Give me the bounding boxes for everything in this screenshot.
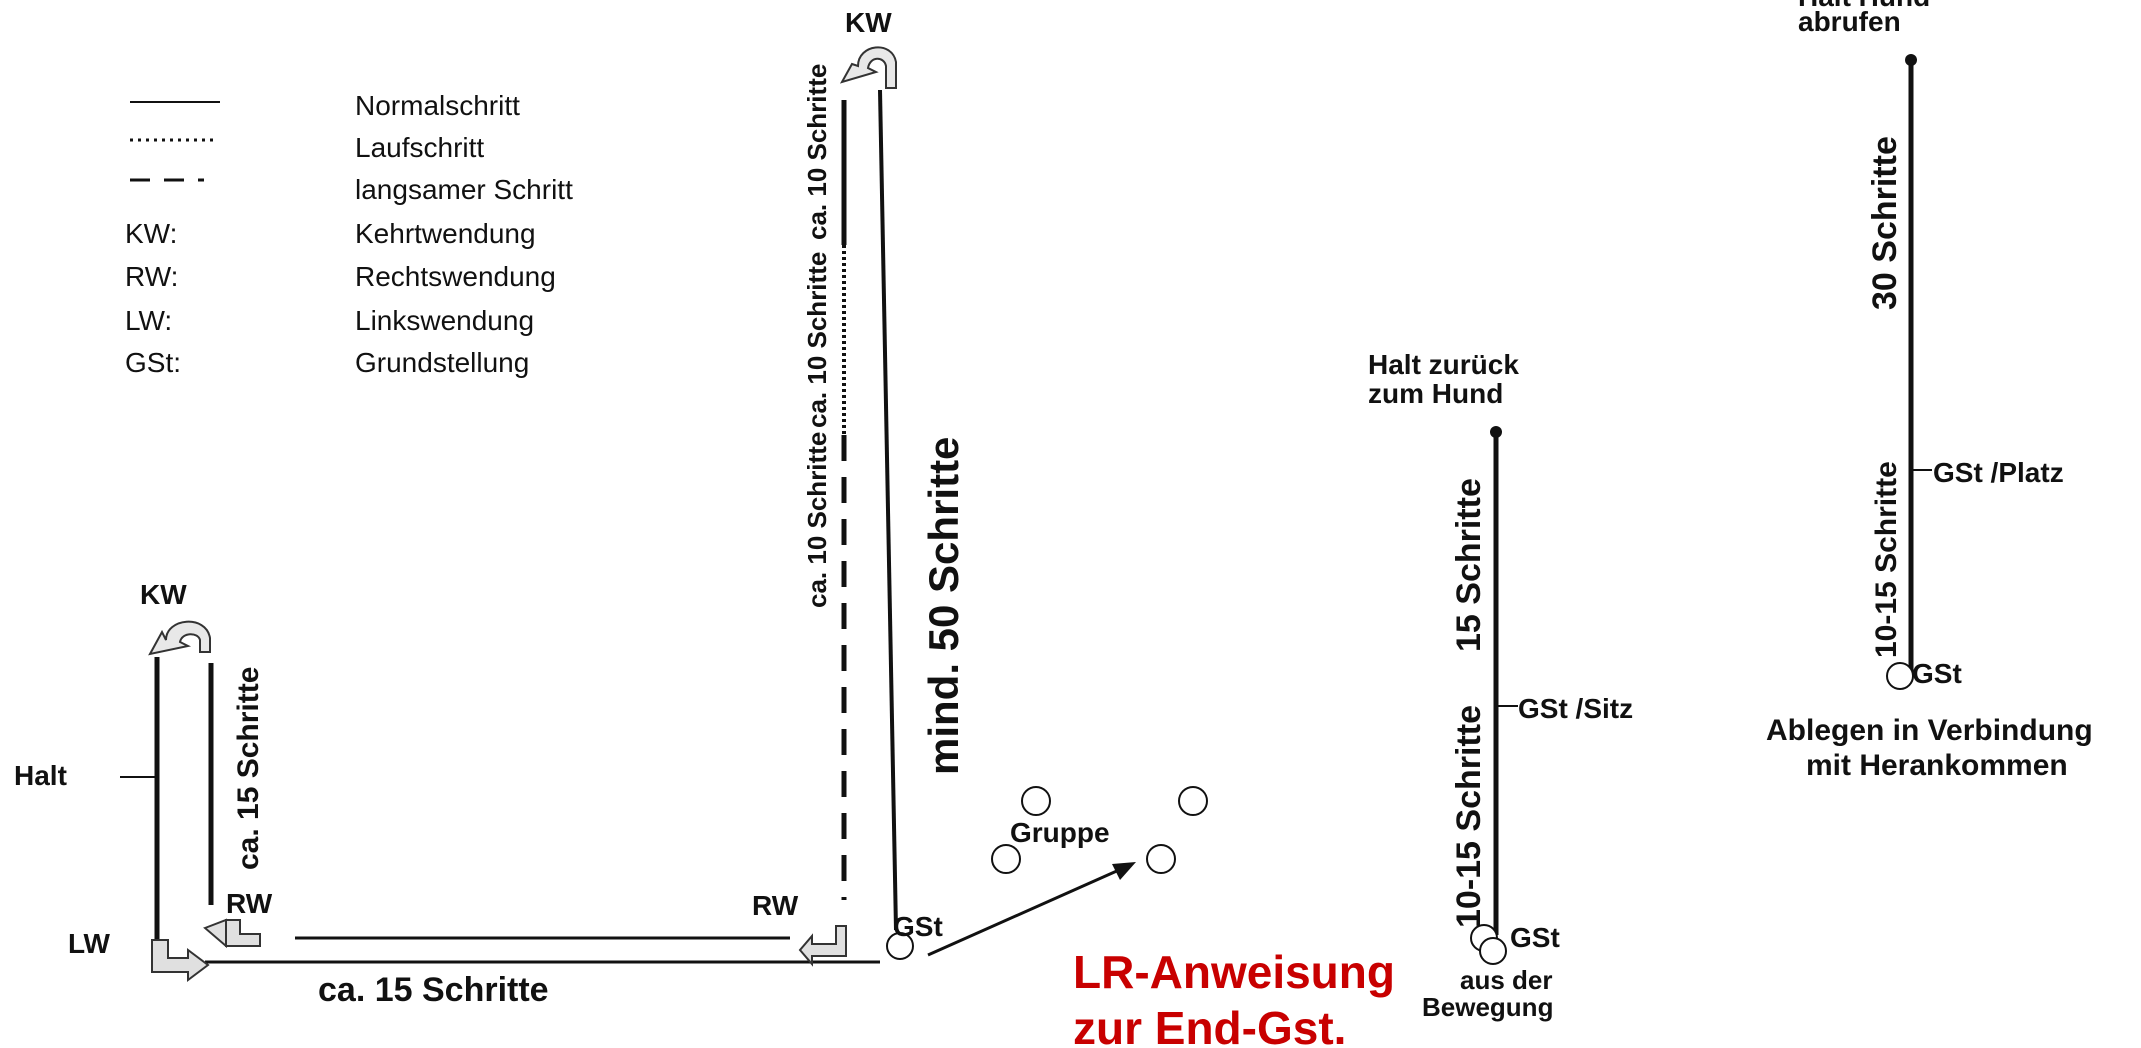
platz-top-line1: Halt Hund — [1798, 0, 1930, 12]
kw-top-label: KW — [845, 7, 892, 38]
ca15-left-label: ca. 15 Schritte — [232, 667, 265, 870]
platz-caption-line2: mit Herankommen — [1806, 749, 2068, 782]
sitz-gst-label: GSt — [1510, 922, 1560, 953]
main-long-line — [878, 89, 898, 931]
mind50-label: mind. 50 Schritte — [920, 437, 967, 775]
rw-mid-arrow-icon — [798, 925, 847, 967]
gst-platz-label: GSt /Platz — [1933, 457, 2064, 488]
ca15-bottom-label: ca. 15 Schritte — [318, 971, 549, 1009]
sitz-1015-label: 10-15 Schritte — [1450, 705, 1488, 928]
platz-diagram: Halt Hund abrufen GSt /Platz GSt 30 Schr… — [1766, 0, 2093, 782]
legend: Normalschritt Laufschritt langsamer Schr… — [125, 90, 573, 378]
gst-start-circle — [886, 932, 914, 960]
legend-langsamer-schritt: langsamer Schritt — [355, 174, 573, 205]
ca10-label-top: ca. 10 Schritte — [802, 64, 832, 240]
platz-gst-label: GSt — [1912, 658, 1962, 689]
group-arrow-line — [927, 864, 1129, 957]
sitz-top-line1: Halt zurück — [1368, 349, 1519, 380]
legend-rw-key: RW: — [125, 261, 178, 292]
ca10-label-middle: ca. 10 Schritte — [802, 252, 832, 428]
lr-note-line2: zur End-Gst. — [1073, 1002, 1346, 1048]
kw-left-label: KW — [140, 579, 187, 610]
group-arrow-head-icon — [1112, 862, 1136, 880]
platz-end-dot — [1905, 54, 1917, 66]
heel-course: KW KW LW RW RW Halt GSt Gruppe ca. 15 Sc… — [14, 7, 1208, 1009]
halt-label: Halt — [14, 760, 67, 791]
gst-sitz-label: GSt /Sitz — [1518, 693, 1633, 724]
sitz-end-dot — [1490, 426, 1502, 438]
group-person-circle — [1021, 786, 1051, 816]
ca10-label-bottom: ca. 10 Schritte — [802, 432, 832, 608]
rw-mid-label: RW — [752, 890, 799, 921]
platz-gst-circle — [1886, 662, 1914, 690]
rw-left-arrow-icon — [203, 918, 261, 949]
legend-lw-key: LW: — [125, 305, 172, 336]
platz-top-line2: abrufen — [1798, 6, 1901, 37]
sitz-diagram: Halt zurück zum Hund GSt /Sitz GSt 15 Sc… — [1368, 349, 1633, 1022]
group-person-circle — [991, 844, 1021, 874]
legend-laufschritt: Laufschritt — [355, 132, 484, 163]
sitz-bottom-line2: Bewegung — [1422, 992, 1553, 1022]
legend-kw-value: Kehrtwendung — [355, 218, 536, 249]
legend-normalschritt: Normalschritt — [355, 90, 520, 121]
group-person-circle — [1146, 844, 1176, 874]
sitz-bottom-line1: aus der — [1460, 965, 1553, 995]
sitz-15-label: 15 Schritte — [1450, 478, 1488, 652]
kw-left-arrow-icon — [148, 620, 211, 656]
rw-left-label: RW — [226, 888, 273, 919]
kw-top-arrow-icon — [839, 46, 897, 89]
legend-lw-value: Linkswendung — [355, 305, 534, 336]
lr-note-line1: LR-Anweisung — [1073, 946, 1395, 998]
lw-label: LW — [68, 928, 111, 959]
sitz-gst-circle — [1479, 937, 1507, 965]
platz-1015-label: 10-15 Schritte — [1870, 461, 1903, 658]
legend-rw-value: Rechtswendung — [355, 261, 556, 292]
group-person-circle — [1178, 786, 1208, 816]
legend-gst-key: GSt: — [125, 347, 181, 378]
legend-gst-value: Grundstellung — [355, 347, 529, 378]
lw-turn-arrow-icon — [151, 939, 210, 982]
lr-instruction-note: LR-Anweisung zur End-Gst. — [1073, 946, 1395, 1048]
sitz-top-line2: zum Hund — [1368, 378, 1503, 409]
platz-caption-line1: Ablegen in Verbindung — [1766, 714, 2093, 747]
legend-kw-key: KW: — [125, 218, 177, 249]
gruppe-label: Gruppe — [1010, 817, 1110, 848]
gst-start-label: GSt — [893, 911, 943, 942]
platz-30-label: 30 Schritte — [1866, 136, 1904, 310]
